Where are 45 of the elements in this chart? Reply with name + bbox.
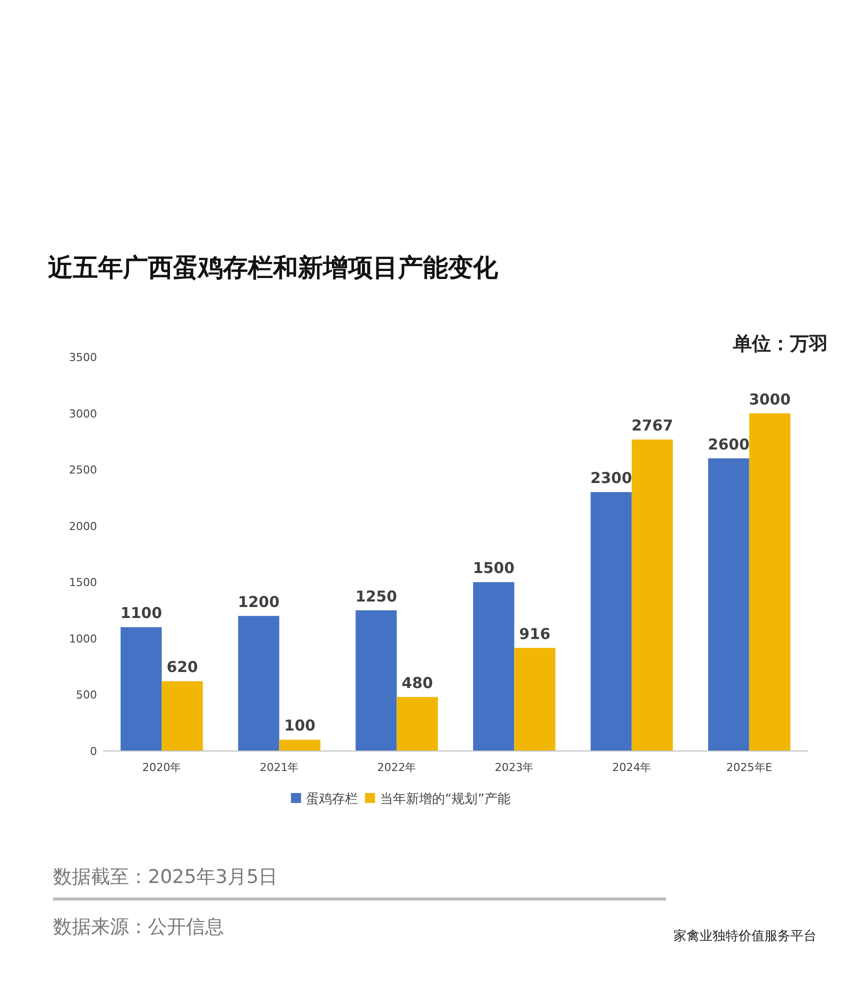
y-tick-label: 2000 (69, 520, 97, 533)
y-tick-label: 500 (76, 688, 97, 702)
x-tick-label: 2022年 (377, 761, 416, 774)
x-tick-label: 2020年 (142, 761, 182, 774)
text: 数据截至：2025年3月5日 (53, 866, 278, 888)
bar (473, 582, 514, 751)
y-tick-label: 2500 (69, 464, 97, 477)
data-label: 1500 (472, 559, 515, 578)
data-label: 916 (519, 624, 550, 643)
y-tick-label: 3000 (69, 407, 97, 420)
x-tick-label: 2024年 (612, 761, 652, 774)
bar (590, 492, 632, 751)
text: 家禽业独特价值服务平台 (674, 928, 816, 944)
bar (279, 740, 320, 751)
data-label: 1200 (238, 592, 280, 611)
bar (238, 616, 280, 751)
x-tick-label: 2023年 (494, 761, 534, 774)
y-tick-label: 0 (90, 745, 97, 758)
data-label: 1100 (120, 604, 162, 622)
y-tick-label: 3500 (69, 351, 97, 364)
bar (749, 413, 790, 751)
bar (708, 458, 750, 751)
y-tick-label: 1000 (69, 632, 97, 646)
data-label: 2300 (590, 469, 632, 488)
y-tick-label: 1500 (69, 576, 97, 590)
source-note: 数据来源：公开信息 (53, 916, 224, 938)
data-label: 2600 (708, 435, 750, 454)
data-label: 3000 (748, 390, 791, 408)
bar (632, 440, 673, 751)
data-label: 2767 (631, 416, 674, 435)
bar (162, 681, 203, 751)
y-axis-title: 单位：万羽 (732, 333, 828, 355)
legend-label: 当年新增的“规划”产能 (380, 792, 510, 807)
legend-label: 蛋鸡存栏 (306, 792, 358, 807)
bar (356, 610, 397, 751)
data-label: 480 (402, 674, 433, 692)
bar (396, 696, 438, 751)
x-tick-label: 2025年E (726, 761, 772, 774)
x-tick-label: 2021年 (260, 761, 299, 774)
bar (120, 627, 162, 751)
data-label: 620 (166, 658, 198, 676)
bar (514, 648, 556, 751)
data-label: 1250 (355, 587, 398, 606)
chart-title: 近五年广西蛋鸡存栏和新增项目产能变化 (48, 253, 499, 282)
data-label: 100 (284, 716, 316, 735)
